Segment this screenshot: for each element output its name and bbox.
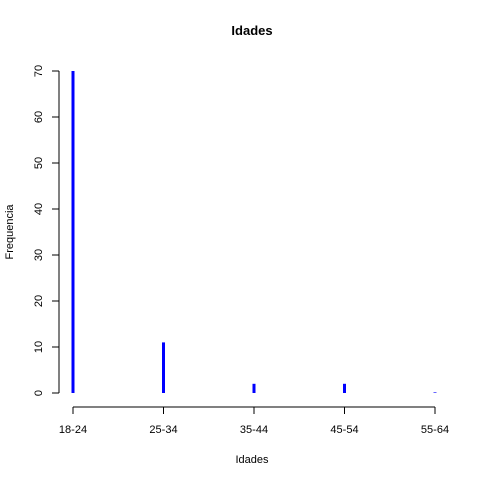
- y-tick-label: 30: [33, 249, 45, 261]
- y-tick-label: 50: [33, 157, 45, 169]
- chart-title: Idades: [231, 23, 272, 38]
- x-axis: 18-24 25-34 35-44 45-54 55-64: [59, 406, 449, 436]
- y-tick-label: 20: [33, 295, 45, 307]
- y-tick-label: 70: [33, 65, 45, 77]
- bars: [71, 71, 437, 393]
- x-tick-label: 45-54: [330, 424, 358, 436]
- y-tick-label: 10: [33, 341, 45, 353]
- y-axis-label: Frequencia: [4, 204, 16, 260]
- y-tick-label: 40: [33, 203, 45, 215]
- y-axis: 0 10 20 30 40 50 60 70: [33, 65, 60, 396]
- x-axis-label: Idades: [235, 454, 269, 466]
- y-tick-label: 60: [33, 111, 45, 123]
- x-tick-label: 25-34: [149, 424, 177, 436]
- x-tick-label: 55-64: [421, 424, 449, 436]
- x-tick-label: 18-24: [59, 424, 87, 436]
- y-tick-label: 0: [33, 390, 45, 396]
- x-tick-label: 35-44: [240, 424, 268, 436]
